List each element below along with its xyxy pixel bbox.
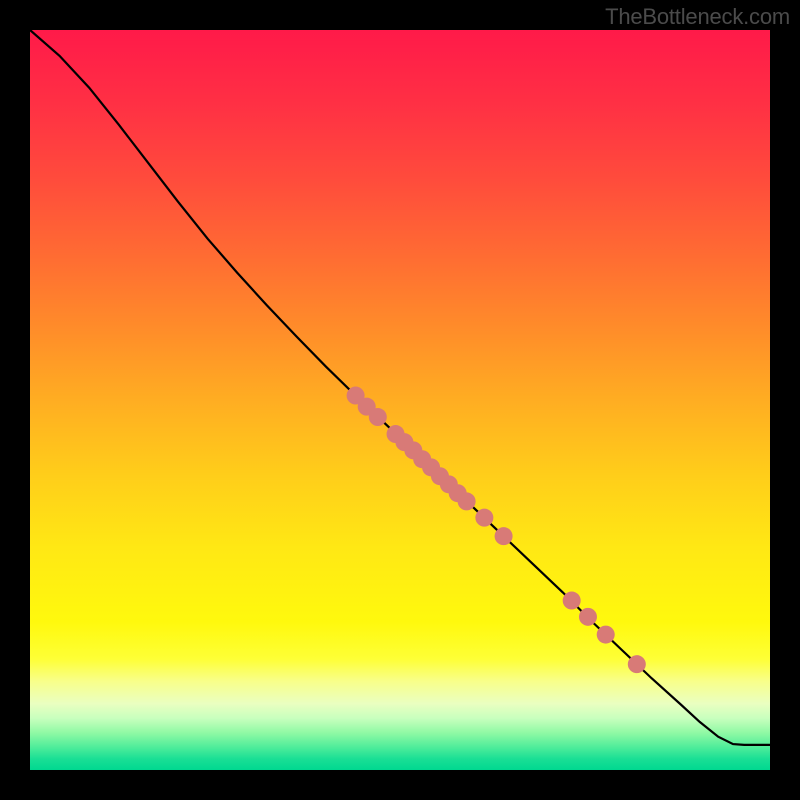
data-marker (475, 509, 493, 527)
line-overlay (30, 30, 770, 770)
data-marker (458, 492, 476, 510)
data-marker (495, 527, 513, 545)
chart-container: TheBottleneck.com (0, 0, 800, 800)
data-marker (563, 592, 581, 610)
data-marker (597, 626, 615, 644)
data-marker (628, 655, 646, 673)
curve-line (30, 30, 770, 745)
data-marker (369, 408, 387, 426)
watermark-text: TheBottleneck.com (605, 4, 790, 30)
plot-area (30, 30, 770, 770)
data-marker (579, 608, 597, 626)
